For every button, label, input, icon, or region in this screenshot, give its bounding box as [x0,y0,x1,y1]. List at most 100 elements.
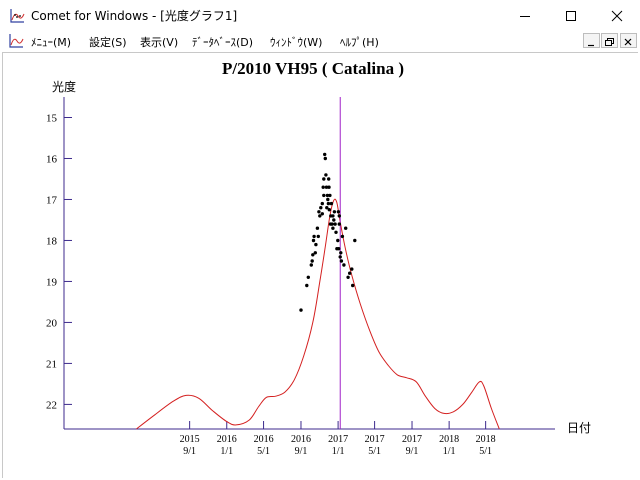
x-tick-date: 5/1 [257,446,270,457]
menu-settings[interactable]: 設定(S) [89,36,127,49]
data-point [351,283,355,288]
menu-help[interactable]: ﾍﾙﾌﾟ(H) [340,36,379,49]
data-point [306,275,310,279]
y-tick-label: 16 [46,153,58,165]
menu-main[interactable]: ﾒﾆｭｰ(M) [31,36,72,49]
data-point [322,193,326,198]
data-point [330,222,334,226]
child-close-button[interactable] [620,33,637,48]
x-tick-year: 2016 [291,434,311,445]
y-tick-label: 17 [46,194,58,206]
fit-curve [136,198,500,430]
y-tick-label: 15 [46,112,58,124]
data-point [325,193,330,198]
x-tick-date: 1/1 [220,446,233,457]
data-point [353,238,357,243]
data-point [309,263,313,267]
data-point [320,212,324,216]
data-point [318,214,322,218]
data-point [322,177,326,181]
data-point [337,214,341,218]
close-button[interactable] [594,0,640,31]
minimize-button[interactable] [502,0,548,31]
y-axis-label: 光度 [52,79,76,94]
axes [63,97,555,430]
data-point [337,247,341,251]
x-tick-year: 2017 [365,434,385,445]
data-point [327,185,331,189]
child-minimize-icon [588,44,594,47]
data-point [315,226,320,230]
child-restore-button[interactable] [601,33,618,48]
data-point [325,206,329,210]
data-point [346,275,350,279]
graph-document-icon[interactable] [8,33,24,49]
x-axis-label: 日付 [567,421,591,435]
menu-view[interactable]: 表示(V) [140,36,179,49]
data-point [327,208,331,212]
data-point [310,259,314,263]
y-tick-label: 20 [46,317,58,329]
child-close-icon [624,38,632,46]
x-tick-year: 2016 [217,434,237,445]
x-tick-date: 9/1 [406,446,419,457]
data-point [311,253,315,257]
chart-title: P/2010 VH95 ( Catalina ) [222,59,404,78]
y-tick-label: 18 [46,235,58,247]
data-point [328,193,332,198]
maximize-button[interactable] [548,0,594,31]
data-point [327,177,331,181]
data-point [323,156,327,161]
x-tick-date: 1/1 [443,446,456,457]
data-point [336,238,340,243]
data-point [323,152,327,157]
data-point [320,201,324,206]
x-tick-year: 2018 [476,434,496,445]
data-point [324,173,328,177]
title-bar[interactable]: Comet for Windows - [光度グラフ1] [0,0,640,31]
graph-app-icon [10,9,25,23]
data-point [348,271,352,275]
data-point [332,210,337,214]
data-point [326,201,331,206]
x-tick-date: 5/1 [479,446,492,457]
data-point [311,238,316,243]
x-ticks: 20159/120161/120165/120169/120171/120175… [180,421,496,457]
data-point [312,234,316,239]
data-point [319,206,323,210]
x-tick-date: 5/1 [368,446,381,457]
data-point [339,259,344,263]
x-tick-date: 9/1 [295,446,308,457]
observations [299,152,357,312]
data-point [340,234,345,239]
data-point [338,255,342,259]
data-point [337,222,341,226]
data-point [326,197,330,202]
x-tick-year: 2017 [328,434,348,445]
data-point [350,267,354,271]
data-point [342,263,346,267]
data-point [336,210,341,214]
menu-window[interactable]: ｳｨﾝﾄﾞｳ(W) [270,36,323,49]
y-tick-label: 19 [46,276,58,288]
x-tick-year: 2016 [254,434,274,445]
child-restore-icon [605,38,614,46]
x-tick-year: 2015 [180,434,200,445]
graph-window [2,52,638,478]
data-point [334,230,338,234]
close-icon [611,10,623,21]
x-tick-date: 1/1 [332,446,345,457]
minimize-icon [520,15,530,17]
data-point [313,251,317,255]
data-point [344,226,348,230]
window-title: Comet for Windows - [光度グラフ1] [31,9,238,23]
data-point [317,210,321,214]
data-point [333,222,337,226]
data-point [305,283,309,288]
fit-curve-line [136,198,500,430]
x-tick-year: 2017 [402,434,422,445]
child-minimize-button[interactable] [583,33,600,48]
data-point [316,234,320,239]
menu-database[interactable]: ﾃﾞｰﾀﾍﾞｰｽ(D) [192,36,254,49]
